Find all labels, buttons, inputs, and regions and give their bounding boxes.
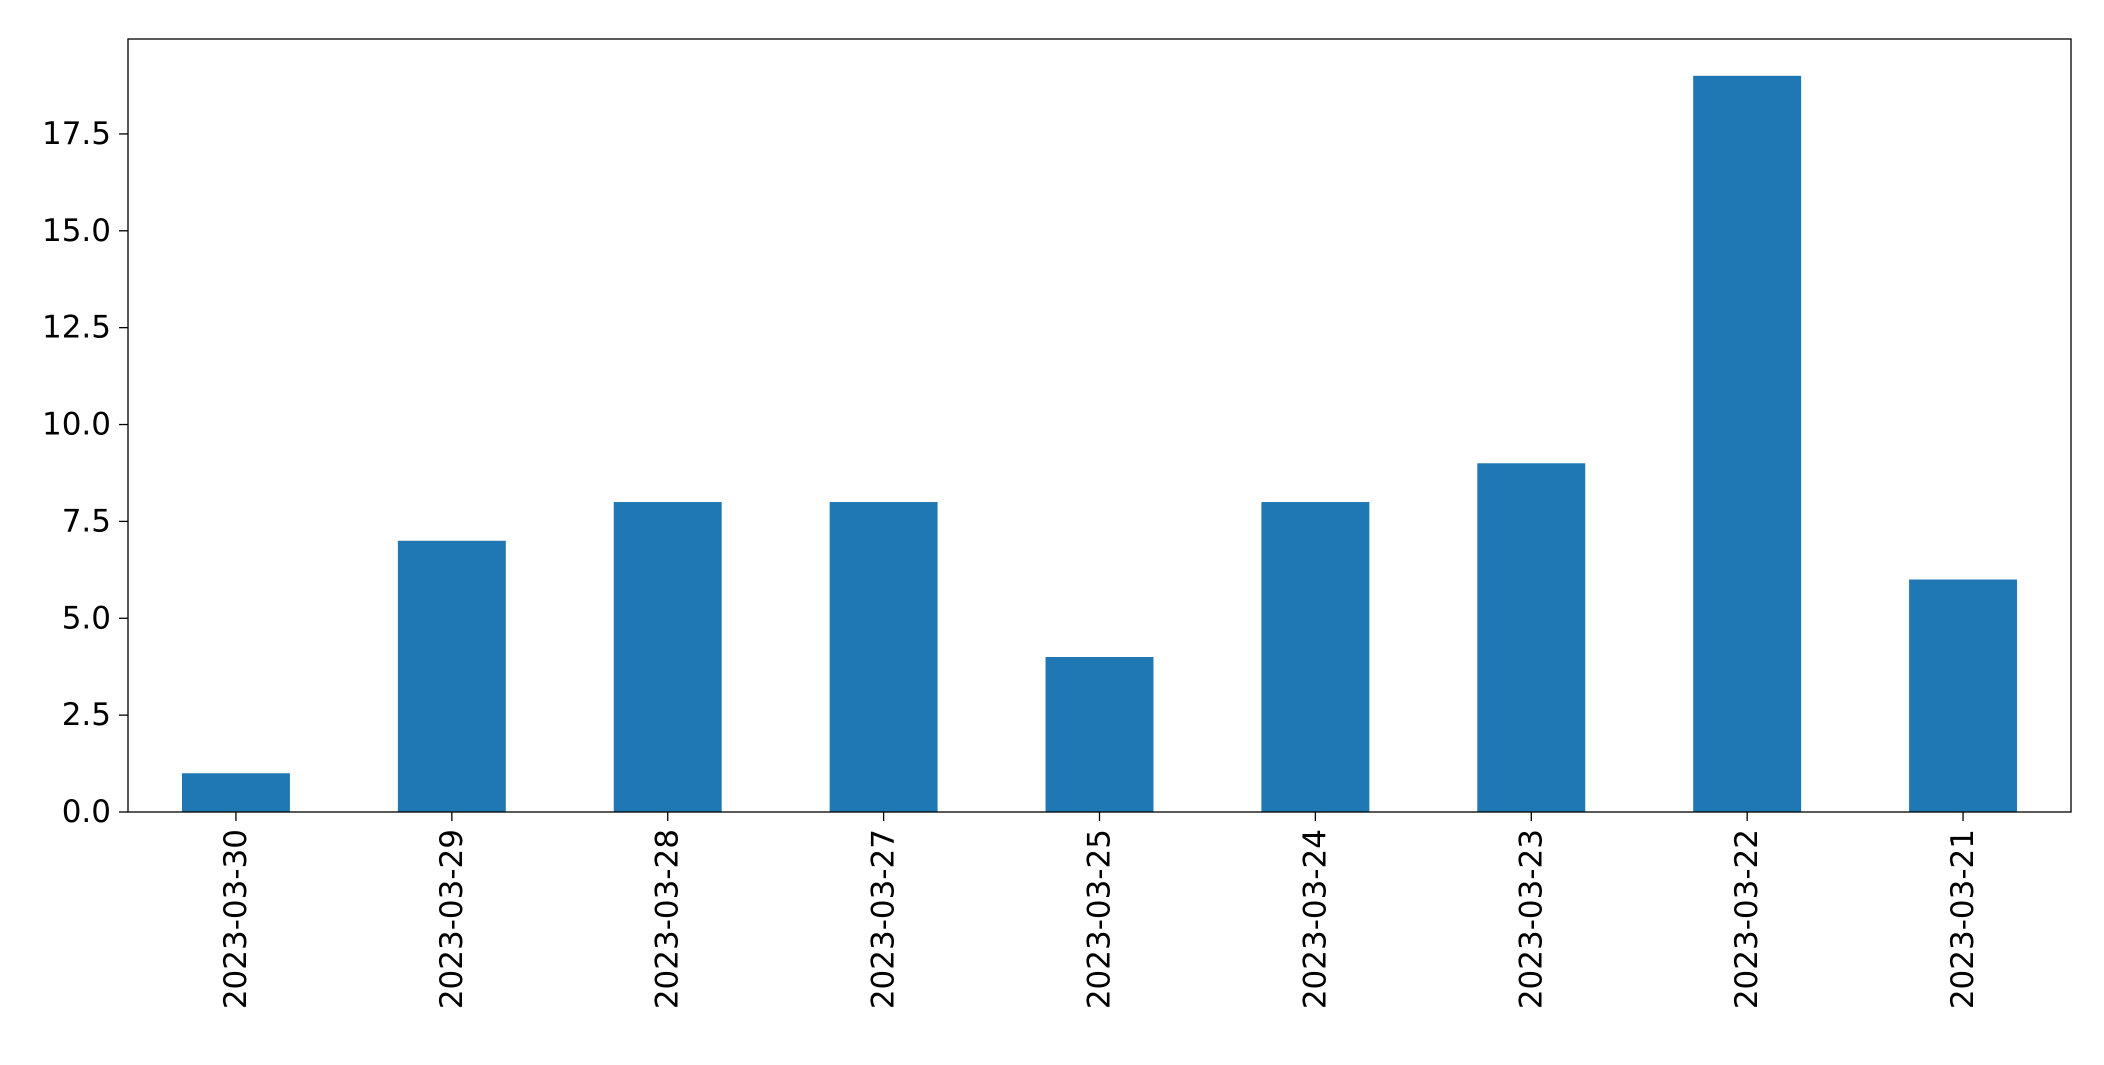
y-axis: 0.0 2.5 5.0 7.5 10.0 12.5 15.0 17.5 [42,116,128,830]
x-tick-label: 2023-03-27 [866,829,902,1009]
bar-2023-03-25 [1045,657,1154,812]
x-tick-label: 2023-03-24 [1297,829,1333,1009]
y-tick-label: 17.5 [42,116,111,152]
bar-2023-03-30 [181,773,290,812]
x-tick-label: 2023-03-22 [1729,829,1765,1009]
bar-2023-03-24 [1261,502,1370,812]
y-tick-label: 0.0 [62,794,111,830]
bar-2023-03-23 [1477,463,1586,812]
plot-frame [127,38,2072,813]
bar-2023-03-27 [829,502,938,812]
x-tick-label: 2023-03-21 [1945,829,1981,1009]
bar-2023-03-28 [613,502,722,812]
x-axis: 2023-03-30 2023-03-29 2023-03-28 2023-03-27… [218,812,1981,1009]
x-tick-label: 2023-03-30 [218,829,254,1009]
y-tick-label: 10.0 [42,407,111,443]
bar-2023-03-22 [1693,75,1802,813]
y-tick-label: 5.0 [62,600,111,636]
y-tick-label: 15.0 [42,213,111,249]
bar-2023-03-21 [1909,579,2018,812]
x-tick-label: 2023-03-29 [434,829,470,1009]
y-tick-label: 12.5 [42,310,111,346]
bars-layer [181,75,2018,813]
y-tick-label: 7.5 [62,503,111,539]
bar-2023-03-29 [397,540,506,812]
x-tick-label: 2023-03-25 [1082,829,1118,1009]
y-tick-label: 2.5 [62,697,111,733]
x-tick-label: 2023-03-23 [1513,829,1549,1009]
x-tick-label: 2023-03-28 [650,829,686,1009]
